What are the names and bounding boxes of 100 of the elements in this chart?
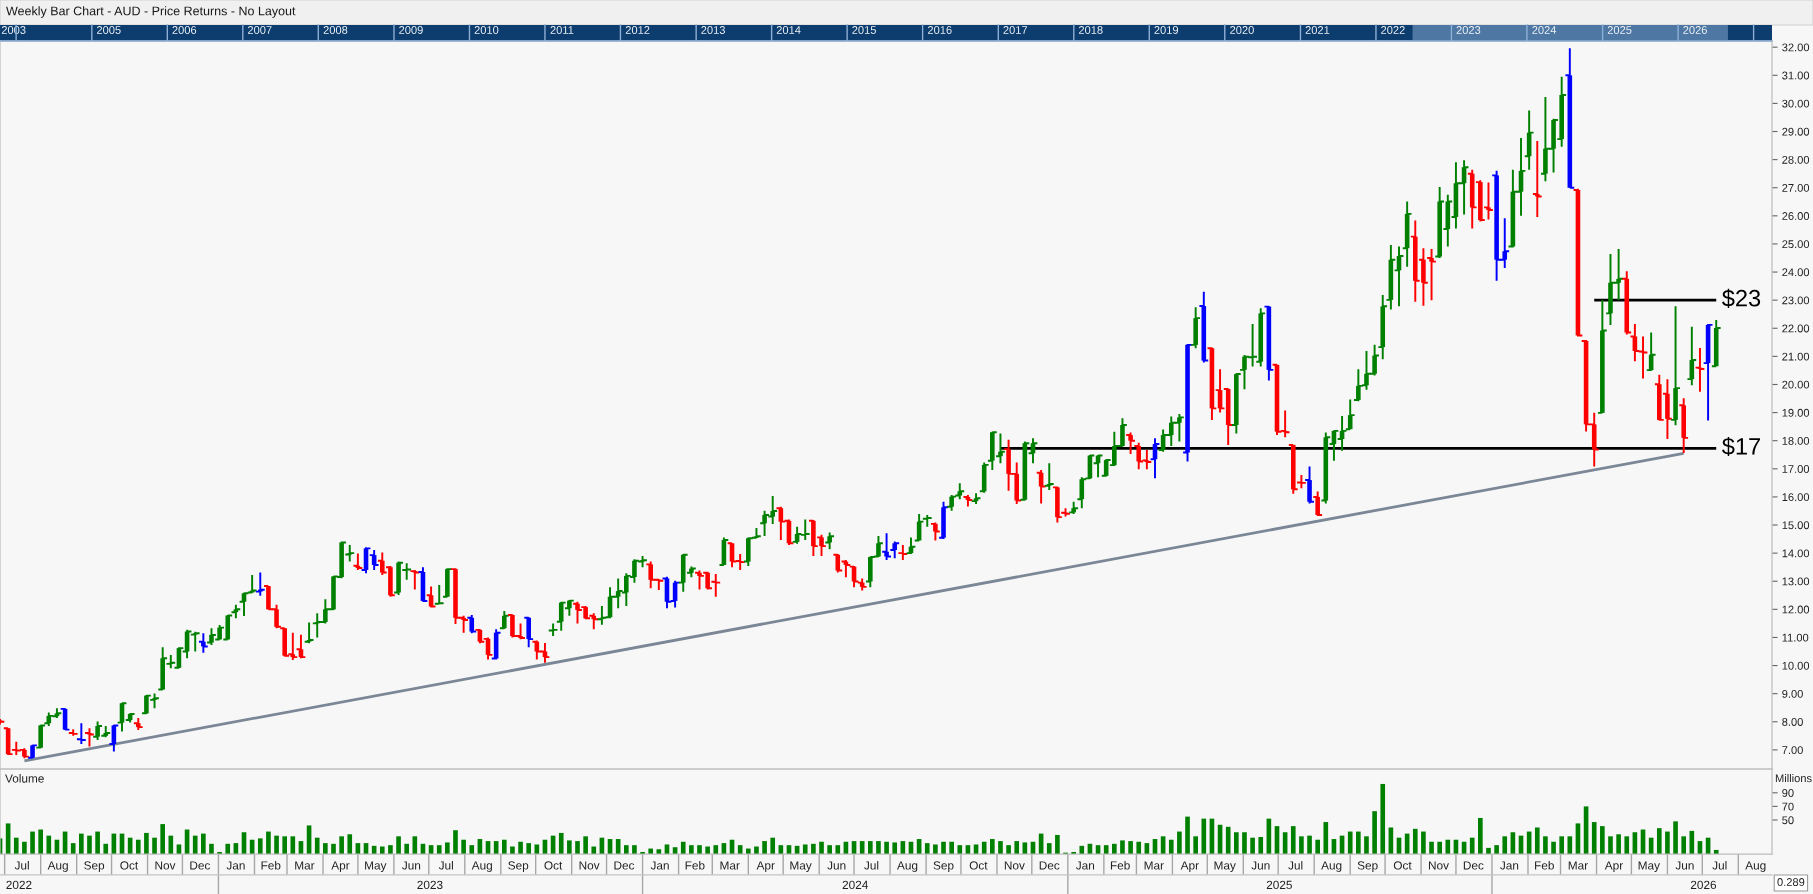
x-tick-label: Feb xyxy=(685,860,705,870)
x-tick-label: May xyxy=(790,861,812,872)
x-tick-label: Aug xyxy=(471,861,492,872)
x-tick-label: Jul xyxy=(14,860,29,870)
y-tick-label: 13.00 xyxy=(1782,577,1810,586)
text: 0.289 xyxy=(1777,878,1805,886)
x2-tick-label: 2023 xyxy=(417,880,443,890)
x-tick-label: Jun xyxy=(1675,861,1694,870)
x-tick-label: May xyxy=(365,861,387,872)
x-tick-label: Sep xyxy=(1357,861,1378,872)
y-tick-label: 24.00 xyxy=(1782,268,1810,277)
x-tick-label: Mar xyxy=(1144,861,1164,870)
y-tick-label: 12.00 xyxy=(1782,605,1810,614)
y-tick-label: 14.00 xyxy=(1782,549,1810,558)
y-tick-label: 7.00 xyxy=(1782,746,1803,755)
x-tick-label: Aug xyxy=(1321,861,1342,872)
y-tick-label: 10.00 xyxy=(1782,661,1810,670)
series-label: $23 xyxy=(1722,288,1761,308)
y-tick-label: 90 xyxy=(1782,789,1794,797)
y-tick-label: 20.00 xyxy=(1782,380,1810,389)
x-tick-label: Jun xyxy=(827,861,846,870)
x-tick-label: Oct xyxy=(120,861,139,870)
x2-tick-label: 2014 xyxy=(776,26,801,34)
x2-tick-label: 2022 xyxy=(6,880,32,890)
x-tick-label: Jan xyxy=(226,861,245,870)
x2-tick-label: 2022 xyxy=(1381,26,1405,34)
x-tick-label: Jun xyxy=(1251,861,1270,870)
chart-title: Volume xyxy=(5,774,44,783)
y-tick-label: 50 xyxy=(1782,816,1794,825)
y-tick-label: 30.00 xyxy=(1782,99,1810,108)
y-tick-label: 16.00 xyxy=(1782,493,1810,502)
x-tick-label: May xyxy=(1638,861,1660,872)
y-tick-label: 22.00 xyxy=(1782,324,1810,333)
x-tick-label: Jul xyxy=(1712,860,1727,870)
x-tick-label: Dec xyxy=(190,861,211,870)
y-tick-label: 27.00 xyxy=(1782,183,1810,192)
x-tick-label: Dec xyxy=(1463,861,1484,870)
x-tick-label: Oct xyxy=(969,861,988,870)
x2-tick-label: 2005 xyxy=(96,26,121,34)
x-tick-label: Apr xyxy=(756,861,775,872)
y-tick-label: 31.00 xyxy=(1782,71,1810,80)
x-tick-label: Aug xyxy=(897,861,918,872)
x-tick-label: Oct xyxy=(544,861,563,870)
chart-title: Weekly Bar Chart - AUD - Price Returns - No Layout xyxy=(6,6,296,18)
x-tick-label: Feb xyxy=(1110,860,1130,870)
x-tick-label: Apr xyxy=(1604,861,1623,872)
x-tick-label: Jan xyxy=(1500,861,1519,870)
y-tick-label: 19.00 xyxy=(1782,408,1810,417)
y-tick-label: 23.00 xyxy=(1782,296,1810,305)
x-tick-label: Aug xyxy=(1745,861,1766,872)
x2-tick-label: 2018 xyxy=(1078,26,1103,34)
x-tick-label: Nov xyxy=(155,861,176,870)
series-label: $17 xyxy=(1722,436,1760,457)
x-tick-label: Sep xyxy=(508,861,529,872)
x-tick-label: Nov xyxy=(579,861,600,870)
y-tick-label: 32.00 xyxy=(1782,43,1810,52)
x2-tick-label: 2007 xyxy=(247,26,272,34)
y-tick-label: 70 xyxy=(1782,802,1794,811)
x2-tick-label: 2009 xyxy=(399,26,423,34)
x-tick-label: Feb xyxy=(1535,860,1554,870)
x-tick-label: Dec xyxy=(1039,861,1060,870)
x2-tick-label: 2020 xyxy=(1230,26,1254,34)
y-tick-label: 28.00 xyxy=(1782,155,1810,164)
x2-tick-label: 2013 xyxy=(701,26,725,34)
x-tick-label: Jul xyxy=(438,860,453,870)
x-tick-label: Oct xyxy=(1393,861,1412,870)
y-tick-label: 29.00 xyxy=(1782,127,1810,136)
x-tick-label: Apr xyxy=(331,861,350,872)
x2-tick-label: 2016 xyxy=(927,26,952,34)
x-tick-label: Mar xyxy=(720,861,740,870)
y-tick-label: 25.00 xyxy=(1782,240,1810,249)
x2-tick-label: 2019 xyxy=(1154,26,1179,34)
y-tick-label: 26.00 xyxy=(1782,212,1810,220)
x-tick-label: Jul xyxy=(1288,860,1303,870)
x2-tick-label: 2008 xyxy=(323,26,348,34)
x-tick-label: May xyxy=(1214,861,1236,872)
x2-tick-label: 2026 xyxy=(1690,880,1717,890)
y-tick-label: 17.00 xyxy=(1782,465,1810,473)
x-tick-label: Sep xyxy=(84,861,105,872)
x-tick-label: Mar xyxy=(295,861,315,870)
y-tick-label: 11.00 xyxy=(1782,633,1809,642)
x-tick-label: Dec xyxy=(614,861,635,870)
y-tick-label: 9.00 xyxy=(1782,689,1803,698)
x2-tick-label: 2015 xyxy=(852,26,876,34)
x2-tick-label: 2017 xyxy=(1003,26,1028,34)
y-tick-label: 18.00 xyxy=(1782,436,1810,445)
x-tick-label: Nov xyxy=(1004,861,1025,870)
x-tick-label: Apr xyxy=(1180,861,1199,872)
x2-tick-label: 2021 xyxy=(1305,26,1330,34)
x2-tick-label: 2006 xyxy=(172,26,197,34)
x-tick-label: Feb xyxy=(261,860,281,870)
x-tick-label: Jan xyxy=(1075,861,1095,870)
x2-tick-label: 2010 xyxy=(474,26,499,34)
y-tick-label: 21.00 xyxy=(1782,352,1810,361)
y-tick-label: 8.00 xyxy=(1782,718,1803,726)
x-tick-label: Nov xyxy=(1428,861,1449,870)
x-tick-label: Sep xyxy=(933,861,954,872)
x2-tick-label: 2025 xyxy=(1266,880,1292,890)
x2-tick-label: 2012 xyxy=(625,26,650,34)
x-tick-label: Aug xyxy=(47,861,68,872)
